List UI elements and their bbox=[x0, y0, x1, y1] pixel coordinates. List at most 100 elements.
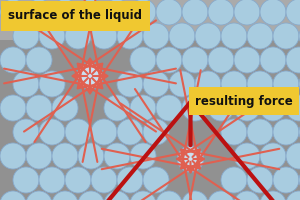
Circle shape bbox=[234, 191, 260, 200]
Circle shape bbox=[208, 95, 234, 121]
Circle shape bbox=[104, 191, 130, 200]
Circle shape bbox=[65, 23, 91, 49]
Circle shape bbox=[0, 95, 26, 121]
Circle shape bbox=[143, 119, 169, 145]
Circle shape bbox=[260, 143, 286, 169]
FancyBboxPatch shape bbox=[189, 87, 299, 115]
Circle shape bbox=[286, 0, 300, 25]
Circle shape bbox=[104, 95, 130, 121]
Circle shape bbox=[178, 146, 203, 172]
Circle shape bbox=[156, 191, 182, 200]
Circle shape bbox=[52, 0, 78, 25]
Circle shape bbox=[52, 95, 78, 121]
Circle shape bbox=[273, 23, 299, 49]
Circle shape bbox=[221, 167, 247, 193]
Circle shape bbox=[286, 143, 300, 169]
Circle shape bbox=[26, 0, 52, 25]
Circle shape bbox=[13, 167, 39, 193]
Circle shape bbox=[104, 143, 130, 169]
Circle shape bbox=[104, 0, 130, 25]
Circle shape bbox=[77, 63, 103, 89]
Circle shape bbox=[78, 143, 104, 169]
Circle shape bbox=[156, 0, 182, 25]
Circle shape bbox=[52, 143, 78, 169]
Circle shape bbox=[39, 119, 65, 145]
Circle shape bbox=[91, 119, 117, 145]
Circle shape bbox=[117, 167, 143, 193]
Circle shape bbox=[91, 23, 117, 49]
FancyBboxPatch shape bbox=[1, 1, 150, 31]
Circle shape bbox=[130, 95, 156, 121]
Circle shape bbox=[0, 0, 26, 25]
Circle shape bbox=[130, 143, 156, 169]
Circle shape bbox=[260, 95, 286, 121]
Circle shape bbox=[299, 23, 300, 49]
Circle shape bbox=[143, 71, 169, 97]
Circle shape bbox=[65, 167, 91, 193]
Circle shape bbox=[143, 167, 169, 193]
Circle shape bbox=[221, 71, 247, 97]
Circle shape bbox=[286, 191, 300, 200]
Circle shape bbox=[78, 0, 104, 25]
Circle shape bbox=[143, 23, 169, 49]
Circle shape bbox=[299, 119, 300, 145]
Circle shape bbox=[286, 47, 300, 73]
Circle shape bbox=[130, 47, 156, 73]
Circle shape bbox=[0, 191, 26, 200]
Circle shape bbox=[299, 167, 300, 193]
Circle shape bbox=[208, 0, 234, 25]
Circle shape bbox=[273, 167, 299, 193]
Circle shape bbox=[208, 191, 234, 200]
Circle shape bbox=[208, 47, 234, 73]
Circle shape bbox=[13, 23, 39, 49]
Circle shape bbox=[182, 0, 208, 25]
Circle shape bbox=[182, 95, 208, 121]
Circle shape bbox=[26, 143, 52, 169]
Circle shape bbox=[260, 47, 286, 73]
Circle shape bbox=[130, 191, 156, 200]
Circle shape bbox=[26, 95, 52, 121]
Circle shape bbox=[39, 71, 65, 97]
Circle shape bbox=[247, 71, 273, 97]
Circle shape bbox=[169, 23, 195, 49]
Circle shape bbox=[260, 191, 286, 200]
Circle shape bbox=[117, 23, 143, 49]
Circle shape bbox=[65, 119, 91, 145]
Circle shape bbox=[39, 167, 65, 193]
Circle shape bbox=[156, 47, 182, 73]
Circle shape bbox=[273, 71, 299, 97]
Circle shape bbox=[26, 191, 52, 200]
Circle shape bbox=[0, 143, 26, 169]
Circle shape bbox=[234, 0, 260, 25]
Circle shape bbox=[52, 191, 78, 200]
Circle shape bbox=[195, 71, 221, 97]
Circle shape bbox=[117, 119, 143, 145]
Circle shape bbox=[234, 47, 260, 73]
Circle shape bbox=[0, 47, 26, 73]
Text: resulting force: resulting force bbox=[195, 95, 293, 108]
Circle shape bbox=[117, 71, 143, 97]
Circle shape bbox=[26, 47, 52, 73]
Circle shape bbox=[221, 119, 247, 145]
Circle shape bbox=[130, 0, 156, 25]
Circle shape bbox=[182, 47, 208, 73]
Circle shape bbox=[221, 23, 247, 49]
Circle shape bbox=[169, 71, 195, 97]
Circle shape bbox=[247, 167, 273, 193]
Circle shape bbox=[39, 23, 65, 49]
Circle shape bbox=[247, 119, 273, 145]
Circle shape bbox=[234, 143, 260, 169]
Circle shape bbox=[91, 167, 117, 193]
Circle shape bbox=[234, 95, 260, 121]
Circle shape bbox=[13, 119, 39, 145]
Circle shape bbox=[286, 95, 300, 121]
Bar bbox=[0, 0, 300, 40]
Circle shape bbox=[260, 0, 286, 25]
Circle shape bbox=[78, 191, 104, 200]
Circle shape bbox=[195, 23, 221, 49]
Circle shape bbox=[299, 71, 300, 97]
Circle shape bbox=[273, 119, 299, 145]
Circle shape bbox=[156, 95, 182, 121]
Circle shape bbox=[247, 23, 273, 49]
Text: surface of the liquid: surface of the liquid bbox=[8, 9, 142, 22]
